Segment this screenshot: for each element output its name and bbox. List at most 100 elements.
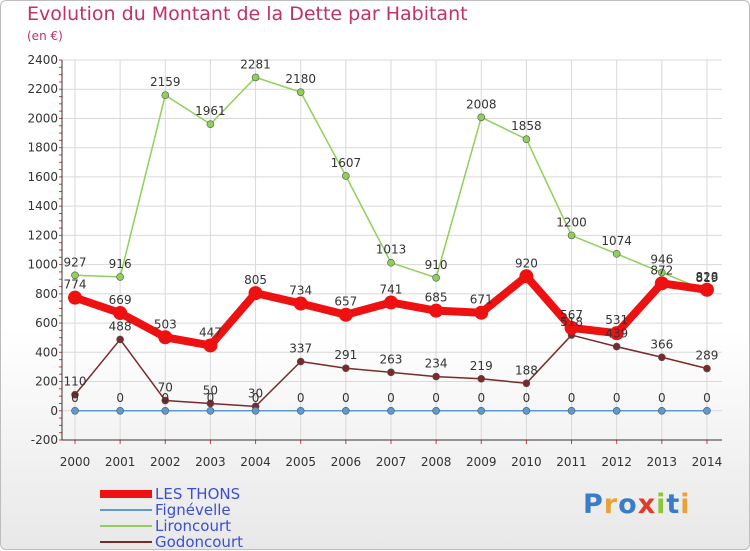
data-label: 2159 [150,75,181,89]
data-point [612,406,621,415]
data-point [161,406,170,415]
logo-letter: P [583,489,604,520]
data-point [161,396,170,405]
data-label: 439 [605,327,628,341]
proxiti-logo: Proxiti [583,489,691,520]
data-point [432,406,440,415]
data-label: 1607 [331,156,362,170]
data-label: 1013 [376,243,407,257]
data-label: 234 [425,357,448,371]
data-point [203,338,218,353]
legend-swatch [100,490,152,498]
y-tick-label: 0 [50,404,58,418]
legend-item: Fignévelle [100,502,243,518]
data-point [387,368,395,377]
data-label: 685 [425,291,448,305]
data-point [113,305,128,320]
data-point [519,269,534,284]
data-point [296,357,305,366]
x-tick-label: 2010 [511,455,542,469]
y-tick-label: 1000 [27,258,58,272]
data-point [699,282,714,297]
x-tick-label: 2002 [150,455,181,469]
legend-label: Godoncourt [155,533,243,551]
legend-label: LES THONS [155,485,241,503]
x-tick-label: 2001 [105,455,136,469]
data-label: 920 [515,256,538,270]
data-label: 671 [470,293,493,307]
data-point [116,406,124,415]
y-tick-label: 1600 [27,170,58,184]
data-point [342,172,350,180]
data-label: 366 [650,337,673,351]
data-point [432,372,440,381]
x-tick-label: 2009 [466,455,497,469]
data-point [387,406,395,415]
data-point [251,73,260,82]
data-point [248,286,263,301]
data-label: 1200 [556,215,587,229]
data-label: 2180 [285,72,316,86]
data-point [296,406,305,415]
chart-unit: (en €) [27,29,63,43]
data-label: 734 [289,283,312,297]
data-point [383,295,398,310]
x-tick-label: 2007 [376,455,407,469]
data-point [161,91,170,100]
data-point [206,399,215,408]
data-label: 669 [109,293,132,307]
data-point [474,305,489,320]
data-label: 1858 [511,119,542,133]
data-label: 1961 [195,104,226,118]
data-label: 188 [515,363,538,377]
data-label: 0 [703,391,711,405]
data-label: 872 [650,263,673,277]
legend-item: Godoncourt [100,534,243,550]
data-point [206,120,215,128]
y-tick-label: 1200 [27,228,58,242]
chart-legend: LES THONS Fignévelle Lironcourt Godoncourt [100,486,243,550]
data-label: 0 [252,391,260,405]
data-point [522,379,531,388]
data-label: 0 [613,391,621,405]
data-point [342,364,350,373]
data-point [567,406,576,415]
logo-letter: i [680,489,691,520]
data-point [564,320,579,335]
data-point [658,353,666,362]
y-tick-label: 2000 [27,111,58,125]
data-label: 657 [334,295,357,309]
data-label: 0 [297,391,305,405]
data-label: 741 [380,282,403,296]
data-point [68,290,82,305]
data-label: 291 [334,348,357,362]
logo-letter: i [656,489,667,520]
data-label: 805 [244,273,267,287]
data-point [522,135,531,144]
data-label: 567 [560,308,583,322]
data-label: 0 [116,391,124,405]
data-label: 2281 [240,57,271,71]
data-label: 910 [425,258,448,272]
x-tick-label: 2013 [647,455,678,469]
data-label: 263 [380,352,403,366]
data-label: 70 [158,381,173,395]
legend-swatch [100,525,152,527]
data-point [612,342,621,351]
data-point [116,335,124,344]
data-point [338,307,353,322]
data-point [71,406,79,415]
data-point [612,250,621,258]
legend-label: Lironcourt [155,517,232,535]
logo-letter: r [603,489,619,520]
legend-swatch [100,541,152,543]
data-point [387,258,395,267]
legend-item: LES THONS [100,486,243,502]
data-point [342,406,350,415]
x-tick-label: 2008 [421,455,452,469]
data-label: 518 [560,315,583,329]
data-label: 289 [696,349,719,363]
data-label: 819 [696,271,719,285]
